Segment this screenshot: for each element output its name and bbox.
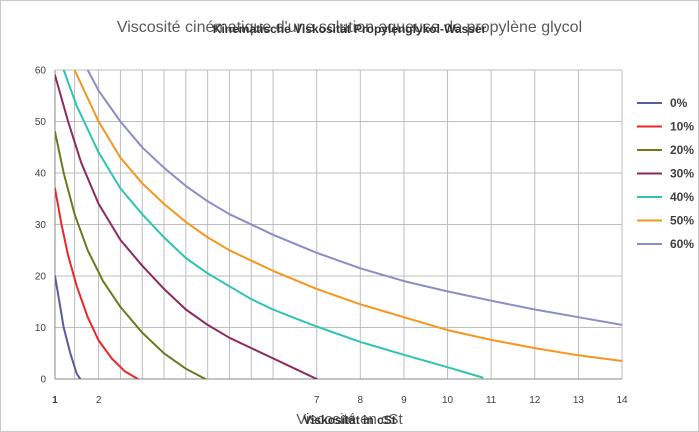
grid	[54, 69, 623, 380]
x-tick-label: 10	[442, 395, 454, 406]
legend-label: 30%	[670, 167, 694, 181]
legend-label: 40%	[670, 190, 694, 204]
legend-item: 0%	[637, 96, 688, 110]
y-tick-label: 20	[35, 272, 47, 283]
x-tick-label: 11	[486, 395, 497, 406]
legend-item: 40%	[637, 190, 694, 204]
chart-title-overlay: Kinematische Viskosität Propylenglykol-W…	[212, 22, 487, 36]
series-line-20pct	[55, 130, 207, 379]
legend-item: 50%	[637, 214, 694, 228]
legend-item: 60%	[637, 237, 694, 251]
x-tick-label: 2	[96, 395, 102, 406]
legend-label: 20%	[670, 143, 694, 157]
x-tick-label: 9	[401, 395, 407, 406]
y-tick-label: 10	[35, 323, 47, 334]
legend-item: 30%	[637, 167, 694, 181]
y-axis-ticks: 0 10 20 30 40 50 60	[35, 66, 47, 386]
y-tick-label: 40	[35, 169, 47, 180]
x-axis-ticks: 1 2 7 8 9 10 11 12 13 14	[52, 395, 628, 406]
y-tick-label: 30	[35, 220, 47, 231]
series-line-40pct	[62, 70, 484, 379]
x-tick-label: 14	[616, 395, 628, 406]
x-tick-label: 1	[52, 395, 58, 406]
x-axis-label: Viscosité en cSt	[296, 411, 403, 428]
chart-title: Viscosité cinématique d'une solution aqu…	[116, 19, 583, 36]
y-tick-label: 0	[40, 375, 46, 386]
y-tick-label: 50	[35, 117, 47, 128]
x-tick-label: 7	[314, 395, 320, 406]
legend: 0% 10% 20% 30% 40% 50% 60%	[637, 96, 694, 251]
legend-item: 20%	[637, 143, 694, 157]
legend-item: 10%	[637, 120, 694, 134]
series-lines	[55, 70, 622, 379]
x-axis-label-overlay: Viskosität in cSt	[303, 413, 396, 427]
series-line-30pct	[55, 74, 318, 379]
x-tick-label: 8	[358, 395, 364, 406]
x-tick-label: 12	[529, 395, 541, 406]
series-line-50pct	[73, 70, 622, 362]
legend-label: 60%	[670, 237, 694, 251]
y-tick-label: 60	[35, 66, 47, 77]
legend-label: 10%	[670, 120, 694, 134]
legend-label: 50%	[670, 214, 694, 228]
series-line-10pct	[55, 187, 139, 379]
legend-label: 0%	[670, 96, 688, 110]
series-line-60pct	[86, 70, 622, 326]
x-tick-label: 13	[573, 395, 585, 406]
series-line-0pct	[55, 275, 82, 379]
